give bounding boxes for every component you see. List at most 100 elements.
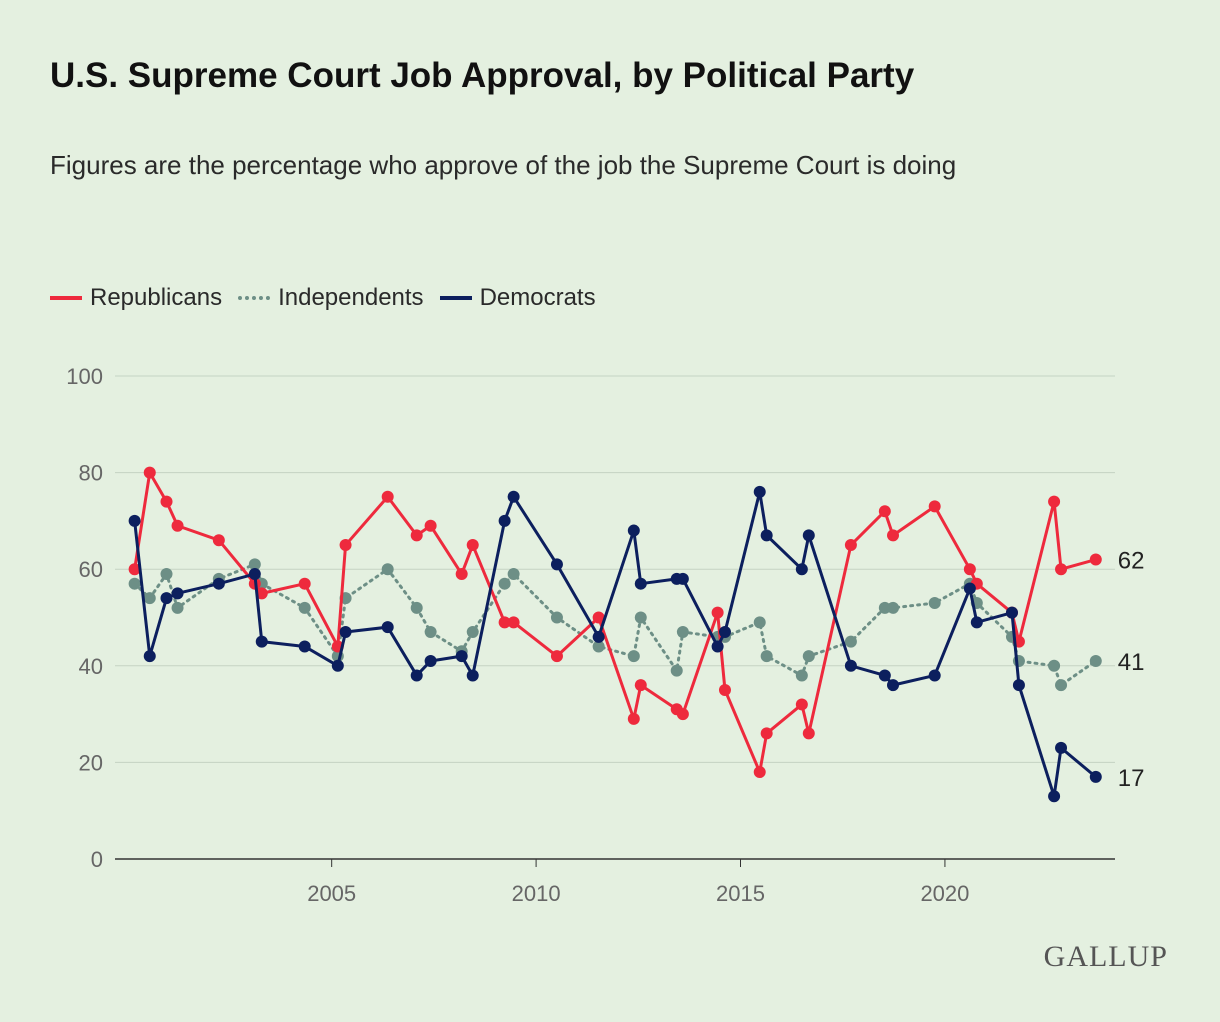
data-point-democrats: [592, 630, 605, 643]
data-point-republicans: [753, 766, 766, 779]
data-point-republicans: [634, 679, 647, 692]
data-point-democrats: [634, 577, 647, 590]
data-point-democrats: [410, 669, 423, 682]
data-point-republicans: [212, 534, 225, 547]
data-point-republicans: [1089, 553, 1102, 566]
y-tick-label: 0: [91, 847, 103, 872]
legend-label: Republicans: [90, 284, 223, 311]
data-point-independents: [550, 611, 563, 624]
data-point-democrats: [381, 621, 394, 634]
data-point-democrats: [1089, 770, 1102, 783]
data-point-republicans: [298, 577, 311, 590]
data-point-independents: [1089, 654, 1102, 667]
data-point-democrats: [887, 679, 900, 692]
y-tick-label: 100: [66, 364, 103, 389]
data-point-democrats: [255, 635, 268, 648]
data-point-republicans: [676, 708, 689, 721]
data-point-democrats: [1048, 790, 1061, 803]
data-point-independents: [795, 669, 808, 682]
data-point-republicans: [128, 563, 141, 576]
x-tick-label: 2015: [716, 881, 765, 906]
data-point-republicans: [844, 539, 857, 552]
data-point-democrats: [466, 669, 479, 682]
data-point-republicans: [627, 712, 640, 725]
data-point-republicans: [255, 587, 268, 600]
data-point-democrats: [128, 514, 141, 527]
y-tick-label: 20: [79, 750, 103, 775]
data-point-democrats: [760, 529, 773, 542]
data-point-republicans: [160, 495, 173, 508]
data-point-independents: [627, 650, 640, 663]
data-point-democrats: [248, 568, 261, 581]
data-point-democrats: [928, 669, 941, 682]
data-point-democrats: [844, 659, 857, 672]
data-point-independents: [381, 563, 394, 576]
data-point-independents: [844, 635, 857, 648]
data-point-republicans: [878, 505, 891, 518]
data-point-democrats: [676, 572, 689, 585]
data-point-independents: [298, 601, 311, 614]
data-point-independents: [410, 601, 423, 614]
data-point-democrats: [171, 587, 184, 600]
x-tick-label: 2020: [920, 881, 969, 906]
legend-label: Independents: [278, 284, 424, 311]
end-label-independents: 41: [1118, 649, 1145, 676]
series-line-democrats: [133, 490, 1097, 798]
legend-swatch: [50, 296, 82, 300]
legend-item-independents: Independents: [238, 284, 424, 312]
data-point-democrats: [212, 577, 225, 590]
y-tick-label: 60: [79, 557, 103, 582]
data-point-independents: [248, 558, 261, 571]
data-point-independents: [498, 577, 511, 590]
data-point-republicans: [711, 606, 724, 619]
data-point-republicans: [795, 698, 808, 711]
data-point-independents: [507, 568, 520, 581]
data-point-independents: [634, 611, 647, 624]
data-point-republicans: [381, 490, 394, 503]
chart-subtitle: Figures are the percentage who approve o…: [50, 150, 957, 180]
end-label-republicans: 62: [1118, 548, 1145, 575]
data-point-republicans: [928, 500, 941, 513]
data-point-republicans: [498, 616, 511, 629]
data-point-republicans: [507, 616, 520, 629]
data-point-independents: [466, 625, 479, 638]
legend-label: Democrats: [479, 284, 596, 311]
data-point-democrats: [331, 659, 344, 672]
data-point-republicans: [1048, 495, 1061, 508]
legend-item-democrats: Democrats: [439, 284, 596, 312]
series-line-republicans: [133, 471, 1097, 774]
data-point-republicans: [1055, 563, 1068, 576]
y-tick-label: 80: [79, 461, 103, 486]
data-point-republicans: [339, 539, 352, 552]
data-point-democrats: [507, 490, 520, 503]
legend-item-republicans: Republicans: [50, 284, 222, 312]
data-point-democrats: [455, 650, 468, 663]
data-point-independents: [592, 640, 605, 653]
data-point-independents: [128, 577, 141, 590]
data-point-democrats: [1012, 679, 1025, 692]
data-point-independents: [160, 568, 173, 581]
y-tick-label: 40: [79, 654, 103, 679]
data-point-republicans: [718, 683, 731, 696]
data-point-independents: [424, 625, 437, 638]
data-point-democrats: [795, 563, 808, 576]
data-point-republicans: [466, 539, 479, 552]
data-point-republicans: [592, 611, 605, 624]
x-tick-label: 2005: [307, 881, 356, 906]
legend-swatch: [238, 296, 271, 300]
data-point-independents: [676, 625, 689, 638]
data-point-republicans: [171, 519, 184, 532]
data-point-democrats: [339, 625, 352, 638]
data-point-democrats: [424, 654, 437, 667]
data-point-democrats: [550, 558, 563, 571]
data-point-republicans: [424, 519, 437, 532]
data-point-republicans: [143, 466, 156, 479]
data-point-republicans: [963, 563, 976, 576]
data-point-democrats: [753, 485, 766, 498]
data-point-independents: [760, 650, 773, 663]
end-label-democrats: 17: [1118, 765, 1145, 792]
data-point-democrats: [718, 625, 731, 638]
data-point-democrats: [963, 582, 976, 595]
legend: Republicans Independents Democrats: [50, 284, 596, 312]
